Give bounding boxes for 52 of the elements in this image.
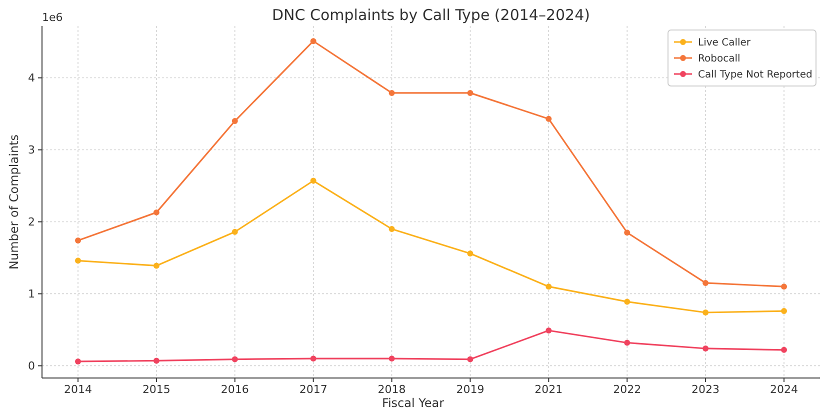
point — [310, 38, 316, 44]
point — [388, 90, 395, 96]
point — [467, 250, 474, 256]
x-tick-label: 2016 — [220, 383, 249, 396]
point — [75, 238, 81, 244]
chart-title: DNC Complaints by Call Type (2014–2024) — [272, 6, 590, 24]
point — [781, 284, 787, 290]
point — [702, 309, 709, 316]
text: 1e6 — [42, 11, 63, 24]
point — [310, 178, 316, 184]
x-tick-label: 2015 — [142, 383, 170, 396]
x-tick-label: 2024 — [770, 383, 798, 396]
y-tick-label: 4 — [28, 72, 35, 85]
legend-label: Call Type Not Reported — [698, 70, 812, 80]
x-tick-label: 2017 — [299, 383, 328, 396]
y-axis-title: Number of Complaints — [7, 134, 21, 270]
x-tick-label: 2018 — [378, 383, 406, 396]
x-tick-label: 2019 — [456, 383, 484, 396]
legend-label: Robocall — [698, 54, 740, 64]
point — [781, 346, 787, 353]
point — [232, 118, 238, 124]
x-tick-label: 2023 — [692, 383, 720, 396]
x-axis-title: Fiscal Year — [382, 396, 444, 410]
y-tick-label: 2 — [28, 216, 35, 229]
point — [624, 298, 630, 305]
point — [702, 280, 709, 286]
point — [153, 262, 160, 269]
point — [467, 90, 474, 96]
point — [702, 345, 709, 352]
point — [75, 358, 81, 364]
point — [624, 340, 630, 346]
point — [546, 116, 552, 122]
point — [310, 356, 316, 362]
point — [467, 356, 474, 362]
point — [546, 327, 552, 334]
y-tick-label: 3 — [28, 144, 35, 157]
point — [624, 230, 630, 236]
point — [546, 284, 552, 290]
x-tick-label: 2021 — [534, 383, 563, 396]
point — [75, 258, 81, 264]
point — [153, 209, 160, 216]
point — [232, 356, 238, 362]
x-tick-label: 2014 — [64, 383, 92, 396]
point — [388, 356, 395, 362]
y-tick-label: 0 — [28, 360, 35, 373]
point — [153, 358, 160, 364]
y-tick-label: 1 — [28, 288, 35, 301]
point — [781, 308, 787, 314]
point — [232, 228, 238, 235]
point — [388, 226, 395, 232]
legend-label: Live Caller — [698, 38, 752, 48]
x-tick-label: 2022 — [613, 383, 642, 396]
